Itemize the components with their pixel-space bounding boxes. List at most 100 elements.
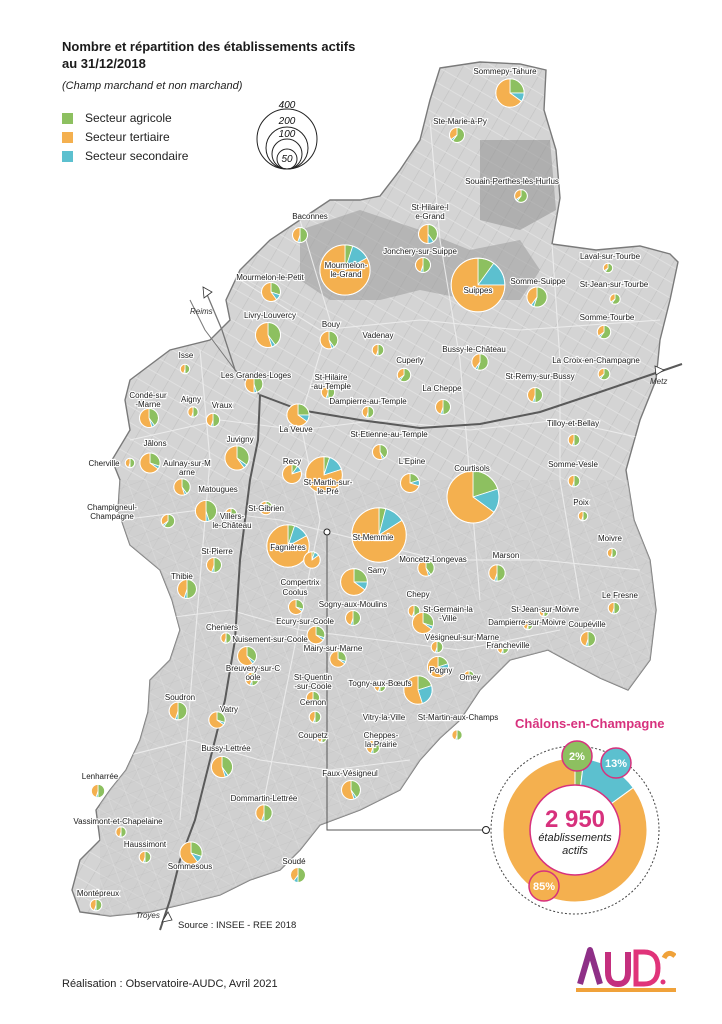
inset-total: 2 950 xyxy=(545,806,605,833)
pie-poix xyxy=(577,510,589,522)
pie-outline xyxy=(396,367,412,383)
pie-outline xyxy=(316,732,328,744)
credit-note: Réalisation : Observatoire-AUDC, Avril 2… xyxy=(62,978,278,990)
pie-conde-sur-marne xyxy=(139,408,159,428)
commune-label-coupeville: Coupéville xyxy=(568,620,606,629)
commune-label-compertrix: Compertrix xyxy=(280,578,319,587)
commune-label-juvigny: Juvigny xyxy=(226,435,253,444)
pie-souain-perthes-les-hurlus xyxy=(514,189,528,203)
pie-layer xyxy=(89,78,621,912)
pie-outline xyxy=(415,257,431,273)
label-layer: Sommepy-Tahure Ste-Marie-à-Py Souain-Perth… xyxy=(72,66,650,899)
pie-outline xyxy=(567,433,581,447)
pie-vatry xyxy=(208,711,226,729)
commune-label-dampierre-au-temple: Dampierre-au-Temple xyxy=(329,397,407,406)
commune-label-aigny: Aigny xyxy=(181,395,201,404)
pie-outline xyxy=(609,293,621,305)
pie-slice-agri xyxy=(297,867,306,883)
pie-outline xyxy=(179,841,203,865)
pie-outline xyxy=(139,452,161,474)
pie-st-hilaire-le-grand xyxy=(418,224,438,244)
pie-outline xyxy=(577,510,589,522)
commune-label-vassimont-et-chapelaine: Vassimont-et-Chapelaine xyxy=(73,817,163,826)
commune-label-suippes: Suippes xyxy=(464,286,493,295)
inset-title: Châlons-en-Champagne xyxy=(515,716,665,731)
pie-la-veuve xyxy=(286,403,310,427)
legend-item-tertiaire: Secteur tertiaire xyxy=(62,129,170,145)
commune-label-st-hilaire-le-grand: St-Hilaire-l e-Grand xyxy=(411,203,449,221)
commune-label-aulnay-sur-marne: Aulnay-sur-M arne xyxy=(163,459,211,477)
commune-label-l-epine: L'Epine xyxy=(399,457,426,466)
pie-outline xyxy=(224,445,250,471)
pie-coupetz xyxy=(316,732,328,744)
pie-bussy-lettree xyxy=(210,755,234,779)
commune-label-la-cheppe: La Cheppe xyxy=(422,384,462,393)
commune-label-champigneul-champagne: Champigneul-Champagne xyxy=(87,503,137,521)
commune-label-montepreux: Montépreux xyxy=(77,889,119,898)
commune-label-conde-sur-marne: Condé-sur -Marne xyxy=(129,391,167,409)
pie-dampierre-au-temple xyxy=(361,405,375,419)
pie-cheniers xyxy=(220,632,232,644)
pie-cherville xyxy=(124,457,136,469)
pie-breuvery-sur-coole xyxy=(244,671,260,687)
size-legend: 400 200 100 50 xyxy=(256,100,318,170)
pie-st-jean-sur-tourbe xyxy=(609,293,621,305)
commune-label-st-jean-sur-moivre: St-Jean-sur-Moivre xyxy=(511,605,580,614)
commune-label-villers-le-chateau: Villers-le-Château xyxy=(212,512,251,530)
pie-vesigneul-sur-marne xyxy=(430,640,444,654)
commune-label-jalons: Jâlons xyxy=(143,439,166,448)
pie-outline xyxy=(361,405,375,419)
pie-outline xyxy=(341,780,361,800)
pie-mourmelon-le-grand xyxy=(319,244,371,296)
size-legend-100: 100 xyxy=(279,129,296,140)
commune-label-lenharree: Lenharrée xyxy=(82,772,119,781)
pie-aigny xyxy=(187,406,199,418)
pie-outline xyxy=(90,783,106,799)
pie-outline xyxy=(266,524,310,568)
commune-label-moncetz-longevas: Moncetz-Longevas xyxy=(399,555,467,564)
inset-line1: établissements xyxy=(538,832,612,844)
pie-slice-agri xyxy=(456,729,463,741)
commune-label-fagnieres: Fagnières xyxy=(270,543,306,552)
pie-marson xyxy=(488,564,506,582)
pie-cuperly xyxy=(396,367,412,383)
commune-label-somme-vesle: Somme-Vesle xyxy=(548,460,598,469)
legend-item-secondaire: Secteur secondaire xyxy=(62,148,188,164)
pie-dampierre-sur-moivre xyxy=(522,619,534,631)
pie-bussy-le-chateau xyxy=(471,353,489,371)
commune-label-les-grandes-loges: Les Grandes-Loges xyxy=(221,371,291,380)
legend-label-secondaire: Secteur secondaire xyxy=(85,149,189,163)
commune-label-livry-louvercy: Livry-Louvercy xyxy=(244,311,296,320)
pie-outline xyxy=(471,353,489,371)
pie-faux-vesigneul xyxy=(341,780,361,800)
pie-outline xyxy=(254,321,282,349)
pie-outline xyxy=(371,343,385,357)
pie-outline xyxy=(205,412,221,428)
map-title-line1: Nombre et répartition des établissements… xyxy=(62,39,356,54)
pie-outline xyxy=(286,403,310,427)
pie-outline xyxy=(210,755,234,779)
pie-outline xyxy=(527,387,543,403)
commune-label-vitry-la-ville: Vitry-la-Ville xyxy=(363,713,406,722)
pie-togny-aux-b-ufs xyxy=(373,679,387,693)
pie-outline xyxy=(160,513,176,529)
commune-label-bussy-le-chateau: Bussy-le-Château xyxy=(442,345,506,354)
pie-outline xyxy=(305,690,321,706)
pie-recy xyxy=(282,464,302,484)
commune-label-breuvery-sur-coole: Breuvery-sur-C oole xyxy=(226,664,280,682)
pie-aulnay-sur-marne xyxy=(173,478,191,496)
commune-label-sogny-aux-moulins: Sogny-aux-Moulins xyxy=(319,600,387,609)
size-legend-50: 50 xyxy=(281,154,293,165)
commune-label-dommartin-lettree: Dommartin-Lettrée xyxy=(231,794,298,803)
commune-label-omey: Omey xyxy=(459,673,480,682)
pie-st-jean-sur-moivre xyxy=(538,606,550,618)
commune-label-sommepy-tahure: Sommepy-Tahure xyxy=(473,67,537,76)
pie-outline xyxy=(417,559,435,577)
pie-outline xyxy=(124,457,136,469)
pie-tilloy-et-bellay xyxy=(567,433,581,447)
pie-suippes xyxy=(450,257,506,313)
pie-outline xyxy=(607,601,621,615)
pie-jalons xyxy=(139,452,161,474)
pie-st-germain-la-ville xyxy=(411,611,435,635)
inset-line2: actifs xyxy=(562,845,588,857)
